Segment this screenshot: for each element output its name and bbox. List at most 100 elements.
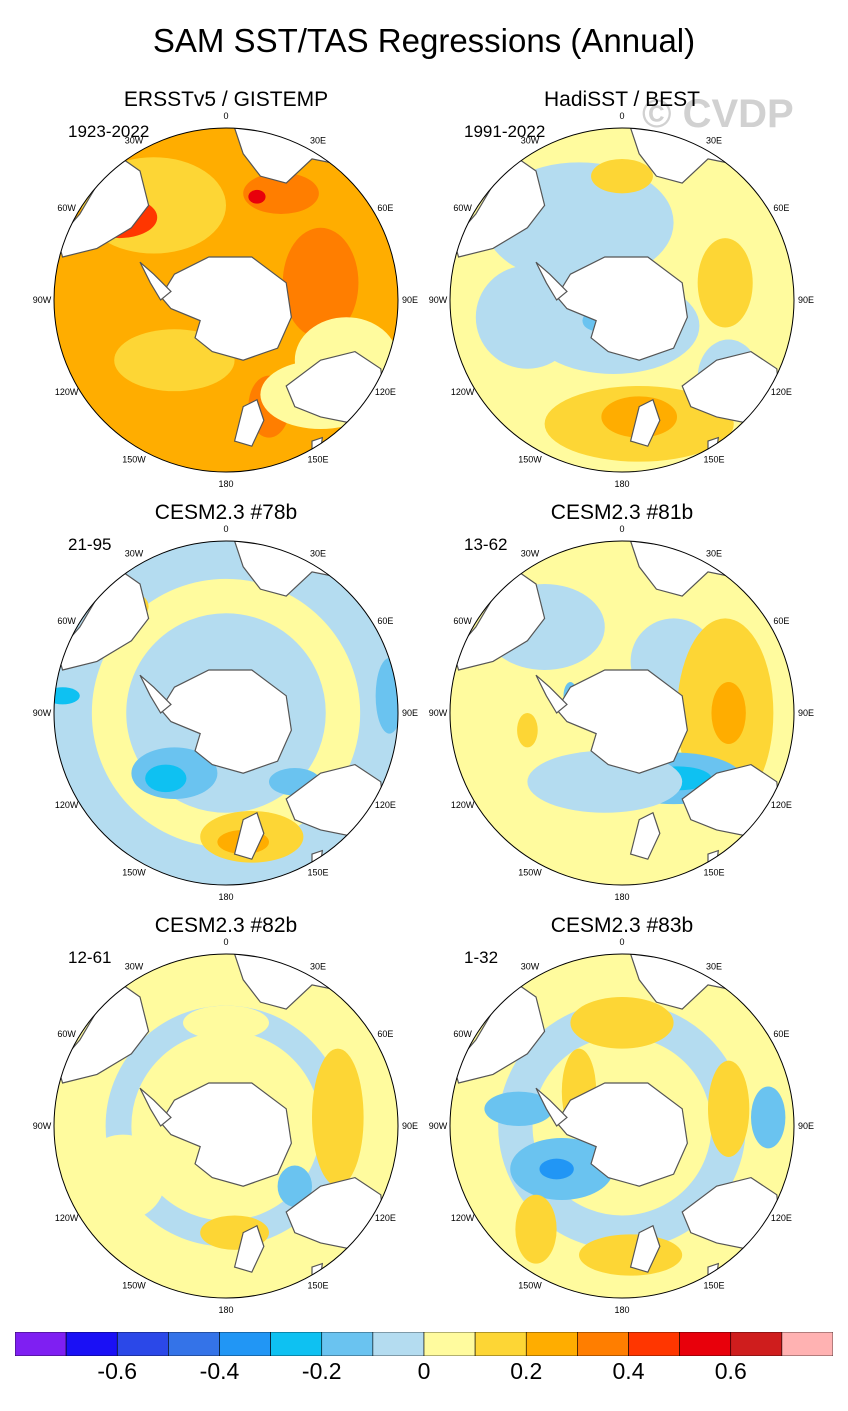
polar-map: 0 30E 60E 90E 120E 150E 180 150W 120W 90W 60W 30W xyxy=(429,937,814,1315)
map-border xyxy=(53,953,399,1299)
peninsula-landmass xyxy=(139,674,172,714)
map-border xyxy=(53,127,399,473)
contour-fill xyxy=(697,238,753,328)
longitude-label: 180 xyxy=(614,479,629,489)
colorbar-swatch xyxy=(423,1332,476,1356)
newzealand-landmass xyxy=(629,398,661,447)
longitude-label: 120W xyxy=(451,800,475,810)
panel-title: CESM2.3 #82b xyxy=(154,914,298,937)
contour-fill xyxy=(484,1091,554,1126)
longitude-label: 150W xyxy=(122,454,146,464)
colorbar-swatch xyxy=(168,1332,220,1356)
contour-fill xyxy=(539,1158,574,1180)
contour-fill xyxy=(248,189,266,204)
longitude-label: 120W xyxy=(451,387,475,397)
panel-title: ERSSTv5 / GISTEMP xyxy=(123,88,329,111)
longitude-label: 60W xyxy=(57,1029,76,1039)
longitude-label: 150W xyxy=(518,454,542,464)
polar-map: 0 30E 60E 90E 120E 150E 180 150W 120W 90W 60W 30W xyxy=(33,937,418,1315)
panel-cesm78b: CESM2.3 #78b 21-95 0 30E 60E 90E 120E 150E 180… xyxy=(14,501,438,914)
longitude-label: 60W xyxy=(453,1029,472,1039)
peninsula-landmass xyxy=(535,1087,568,1127)
longitude-label: 90W xyxy=(33,1121,52,1131)
longitude-label: 120E xyxy=(375,800,396,810)
longitude-label: 120W xyxy=(55,800,79,810)
colorbar-swatch xyxy=(577,1332,629,1356)
peninsula-landmass xyxy=(139,261,172,301)
contour-fill xyxy=(515,1194,557,1264)
contour-fill xyxy=(145,764,187,793)
longitude-label: 60E xyxy=(773,1029,789,1039)
longitude-label: 120W xyxy=(55,1213,79,1223)
colorbar-swatch xyxy=(781,1332,833,1356)
panel-period: 12-61 xyxy=(68,948,112,967)
colorbar-swatch xyxy=(730,1332,783,1356)
colorbar-swatch xyxy=(15,1332,67,1356)
longitude-label: 90W xyxy=(33,295,52,305)
longitude-label: 0 xyxy=(619,937,624,947)
newzealand-landmass xyxy=(233,1224,265,1273)
peninsula-landmass xyxy=(139,1087,172,1127)
longitude-label: 90W xyxy=(429,295,448,305)
antarctica-landmass xyxy=(555,256,688,361)
longitude-label: 120W xyxy=(55,387,79,397)
contour-fill xyxy=(517,713,538,748)
contour-fill xyxy=(312,1048,364,1187)
panel-period: 1991-2022 xyxy=(464,122,546,141)
longitude-label: 90E xyxy=(798,295,814,305)
panel-title: CESM2.3 #83b xyxy=(550,914,694,937)
longitude-label: 90E xyxy=(402,708,418,718)
longitude-label: 90E xyxy=(402,295,418,305)
longitude-label: 30E xyxy=(310,549,326,559)
contour-field xyxy=(450,954,794,1298)
longitude-label: 150E xyxy=(307,454,328,464)
panel-period: 21-95 xyxy=(68,535,112,554)
map-border xyxy=(449,540,795,886)
panel-ersst-gistemp: ERSSTv5 / GISTEMP 1923-2022 0 30E 60E 90E 12… xyxy=(14,88,438,501)
panel-period: 1923-2022 xyxy=(68,122,150,141)
contour-fill xyxy=(54,687,80,705)
panel-cesm82b: CESM2.3 #82b 12-61 0 30E 60E 90E 120E 150E 180… xyxy=(14,914,438,1327)
longitude-label: 150W xyxy=(122,867,146,877)
colorbar-tick: -0.4 xyxy=(199,1358,240,1384)
panel-hadisst-best: HadiSST / BEST 1991-2022 0 30E 60E 90E 120E 1… xyxy=(410,88,834,501)
colorbar-swatch xyxy=(270,1332,323,1356)
newzealand-landmass xyxy=(629,1224,661,1273)
longitude-label: 30W xyxy=(521,549,540,559)
contour-field xyxy=(450,128,794,472)
colorbar-swatch xyxy=(321,1332,374,1356)
panel-period: 1-32 xyxy=(464,948,499,967)
contour-fill xyxy=(282,227,359,338)
contour-field xyxy=(54,954,398,1298)
longitude-label: 120E xyxy=(375,387,396,397)
longitude-label: 30W xyxy=(125,136,144,146)
contour-fill xyxy=(183,1005,269,1040)
longitude-label: 0 xyxy=(223,111,228,121)
colorbar-swatch xyxy=(679,1332,732,1356)
longitude-label: 90W xyxy=(429,708,448,718)
newzealand-landmass xyxy=(233,811,265,860)
contour-fill xyxy=(375,657,398,734)
panel-period: 13-62 xyxy=(464,535,508,554)
longitude-label: 60E xyxy=(377,1029,393,1039)
longitude-label: 180 xyxy=(614,892,629,902)
panel-title: CESM2.3 #78b xyxy=(154,501,298,524)
longitude-label: 60W xyxy=(57,203,76,213)
longitude-label: 30W xyxy=(521,962,540,972)
colorbar-swatch xyxy=(474,1332,527,1356)
map-border xyxy=(53,540,399,886)
contour-fill xyxy=(579,1234,683,1276)
figure-title: SAM SST/TAS Regressions (Annual) xyxy=(152,22,696,59)
longitude-label: 150E xyxy=(307,1280,328,1290)
contour-field xyxy=(450,541,794,885)
colorbar-tick: -0.6 xyxy=(97,1358,138,1384)
cvdp-watermark: © CVDP xyxy=(642,92,794,136)
newzealand-landmass xyxy=(629,811,661,860)
polar-map: 0 30E 60E 90E 120E 150E 180 150W 120W 90W 60W 30W xyxy=(33,111,418,489)
colorbar-tick: 0 xyxy=(417,1358,431,1384)
longitude-label: 150W xyxy=(518,867,542,877)
panel-cesm81b: CESM2.3 #81b 13-62 0 30E 60E 90E 120E 150E 180… xyxy=(410,501,834,914)
colorbar-tick: 0.6 xyxy=(714,1358,747,1384)
longitude-label: 180 xyxy=(218,892,233,902)
antarctica-landmass xyxy=(159,1082,292,1187)
